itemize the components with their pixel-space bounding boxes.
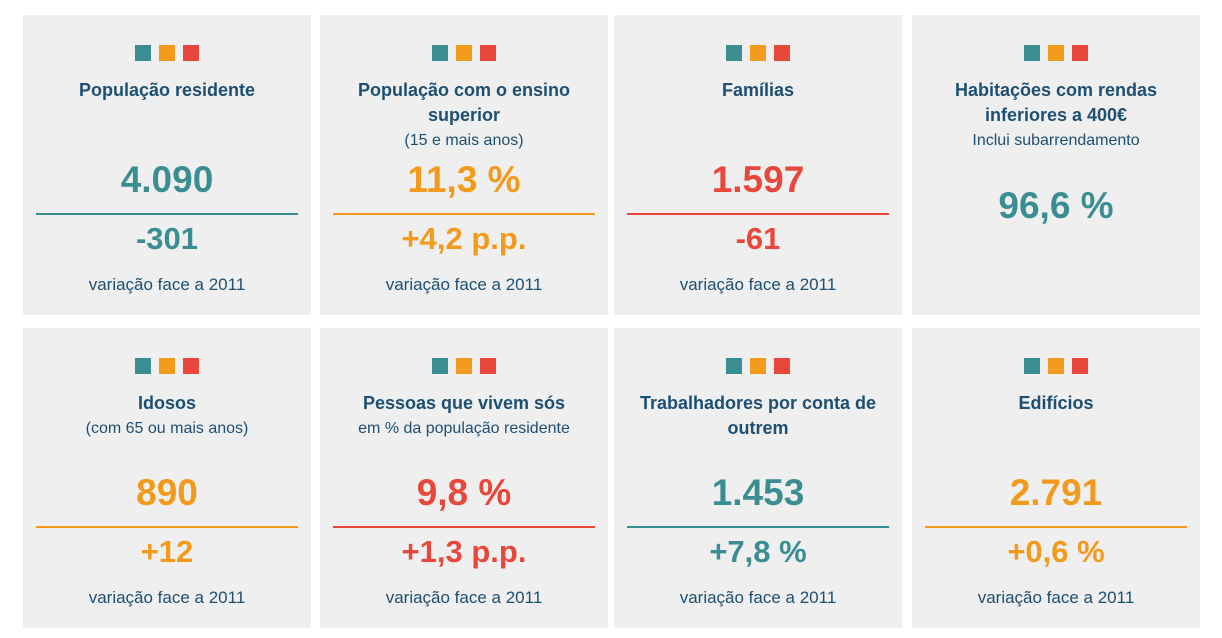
card-header: Edifícios bbox=[912, 358, 1200, 416]
divider bbox=[925, 526, 1187, 528]
color-square bbox=[1072, 45, 1088, 61]
card-title: Trabalhadores por conta de outrem bbox=[639, 393, 877, 438]
card-note: variação face a 2011 bbox=[88, 275, 246, 294]
card-value: 11,3 % bbox=[407, 159, 521, 200]
divider bbox=[36, 213, 298, 215]
color-square bbox=[456, 358, 472, 374]
color-square bbox=[456, 45, 472, 61]
card-note: variação face a 2011 bbox=[977, 588, 1135, 607]
card-header: Trabalhadores por conta de outrem bbox=[614, 358, 902, 441]
color-squares bbox=[320, 358, 608, 379]
color-square bbox=[159, 45, 175, 61]
color-square bbox=[480, 45, 496, 61]
color-squares bbox=[23, 358, 311, 379]
stat-card: Pessoas que vivem sós em % da população r… bbox=[320, 328, 608, 628]
color-square bbox=[750, 45, 766, 61]
color-squares bbox=[912, 45, 1200, 66]
card-change: +12 bbox=[140, 534, 194, 569]
color-square bbox=[135, 358, 151, 374]
color-squares bbox=[320, 45, 608, 66]
card-value: 9,8 % bbox=[416, 472, 512, 513]
color-squares bbox=[614, 358, 902, 379]
card-header: Pessoas que vivem sós em % da população r… bbox=[320, 358, 608, 438]
card-title: População residente bbox=[78, 80, 256, 100]
card-header: População residente bbox=[23, 45, 311, 103]
card-title: Pessoas que vivem sós bbox=[362, 393, 566, 413]
card-header: Famílias bbox=[614, 45, 902, 103]
color-square bbox=[726, 358, 742, 374]
card-value: 96,6 % bbox=[998, 185, 1114, 226]
card-subtitle: (com 65 ou mais anos) bbox=[85, 420, 249, 437]
stat-card: Habitações com rendas inferiores a 400€ I… bbox=[912, 15, 1200, 315]
card-title: Idosos bbox=[137, 393, 196, 413]
card-value: 890 bbox=[136, 472, 198, 513]
card-header: Idosos (com 65 ou mais anos) bbox=[23, 358, 311, 438]
color-square bbox=[159, 358, 175, 374]
card-change: +7,8 % bbox=[709, 534, 807, 569]
color-square bbox=[1024, 45, 1040, 61]
color-squares bbox=[912, 358, 1200, 379]
card-subtitle: (15 e mais anos) bbox=[404, 132, 524, 149]
divider bbox=[36, 526, 298, 528]
color-square bbox=[774, 358, 790, 374]
stat-card: Idosos (com 65 ou mais anos) 890 +12 variaçã… bbox=[23, 328, 311, 628]
card-change: -301 bbox=[135, 221, 199, 256]
stat-card: População residente 4.090 -301 variação fac… bbox=[23, 15, 311, 315]
color-square bbox=[1072, 358, 1088, 374]
color-square bbox=[750, 358, 766, 374]
stat-card: Famílias 1.597 -61 variação face a 2011 bbox=[614, 15, 902, 315]
divider bbox=[627, 526, 889, 528]
card-note: variação face a 2011 bbox=[385, 588, 543, 607]
stat-card: Edifícios 2.791 +0,6 % variação face a 2011 bbox=[912, 328, 1200, 628]
color-square bbox=[432, 45, 448, 61]
color-square bbox=[1048, 358, 1064, 374]
card-note: variação face a 2011 bbox=[679, 275, 837, 294]
card-header: População com o ensino superior (15 e mai… bbox=[320, 45, 608, 150]
card-change: +4,2 p.p. bbox=[401, 221, 527, 256]
color-square bbox=[135, 45, 151, 61]
card-value: 2.791 bbox=[1009, 472, 1103, 513]
card-value: 1.453 bbox=[711, 472, 805, 513]
card-change: -61 bbox=[735, 221, 781, 256]
card-subtitle: Inclui subarrendamento bbox=[972, 132, 1140, 149]
stat-card: População com o ensino superior (15 e mai… bbox=[320, 15, 608, 315]
card-title: Edifícios bbox=[1018, 393, 1094, 413]
card-title: População com o ensino superior bbox=[357, 80, 571, 125]
color-square bbox=[774, 45, 790, 61]
color-square bbox=[480, 358, 496, 374]
card-note: variação face a 2011 bbox=[385, 275, 543, 294]
card-title: Famílias bbox=[721, 80, 795, 100]
card-change: +0,6 % bbox=[1007, 534, 1105, 569]
color-squares bbox=[614, 45, 902, 66]
stat-card: Trabalhadores por conta de outrem 1.453 +7… bbox=[614, 328, 902, 628]
color-square bbox=[726, 45, 742, 61]
card-value: 4.090 bbox=[120, 159, 214, 200]
card-value: 1.597 bbox=[711, 159, 805, 200]
card-note: variação face a 2011 bbox=[88, 588, 246, 607]
color-square bbox=[432, 358, 448, 374]
color-square bbox=[1024, 358, 1040, 374]
divider bbox=[627, 213, 889, 215]
color-square bbox=[183, 45, 199, 61]
card-change: +1,3 p.p. bbox=[401, 534, 527, 569]
card-note: variação face a 2011 bbox=[679, 588, 837, 607]
color-square bbox=[183, 358, 199, 374]
card-title: Habitações com rendas inferiores a 400€ bbox=[954, 80, 1158, 125]
card-header: Habitações com rendas inferiores a 400€ I… bbox=[912, 45, 1200, 150]
card-subtitle: em % da população residente bbox=[358, 420, 570, 437]
color-square bbox=[1048, 45, 1064, 61]
divider bbox=[333, 213, 595, 215]
color-squares bbox=[23, 45, 311, 66]
divider bbox=[333, 526, 595, 528]
